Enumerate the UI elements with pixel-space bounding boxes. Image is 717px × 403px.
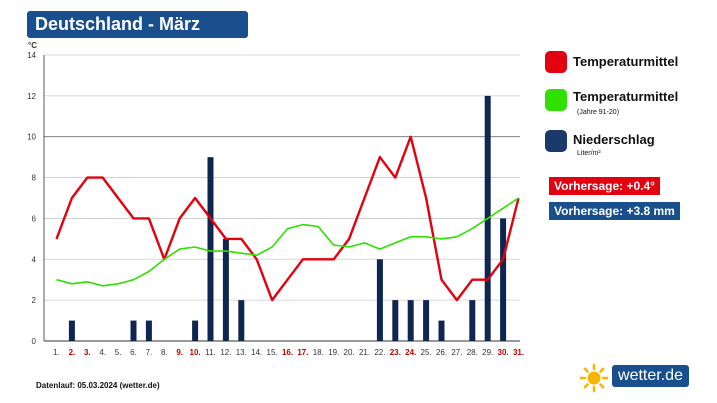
legend-label-temperature-avg: Temperaturmittel	[573, 89, 679, 104]
x-tick-label-21: 21.	[359, 348, 370, 357]
precipitation-bar-10	[192, 320, 199, 341]
y-tick-label-10: 10	[27, 133, 36, 142]
y-tick-label-2: 2	[32, 296, 37, 305]
x-tick-label-6: 6.	[130, 348, 137, 357]
data-run-footer: Datenlauf: 05.03.2024 (wetter.de)	[36, 381, 160, 390]
x-tick-label-30: 30.	[498, 348, 509, 357]
y-tick-label-12: 12	[27, 92, 36, 101]
precipitation-bar-7	[145, 320, 152, 341]
x-tick-label-12: 12.	[220, 348, 231, 357]
x-tick-label-16: 16.	[282, 348, 293, 357]
precipitation-bar-26	[438, 320, 445, 341]
x-tick-label-9: 9.	[176, 348, 183, 357]
precipitation-bar-28	[469, 300, 476, 341]
x-tick-label-29: 29.	[482, 348, 493, 357]
y-tick-label-4: 4	[32, 255, 37, 264]
legend-label-precipitation: Niederschlag	[573, 132, 655, 147]
x-tick-label-4: 4.	[99, 348, 106, 357]
forecast-precipitation-badge: Vorhersage: +3.8 mm	[549, 202, 680, 220]
x-tick-label-3: 3.	[84, 348, 91, 357]
y-tick-label-6: 6	[32, 214, 37, 223]
precipitation-bar-6	[130, 320, 137, 341]
legend-sub-temperature-avg: (Jahre 91-20)	[577, 109, 620, 116]
legend-swatch-precipitation	[545, 130, 567, 152]
precipitation-bar-24	[407, 300, 414, 341]
x-tick-label-19: 19.	[328, 348, 339, 357]
legend-swatch-temperature	[545, 51, 567, 73]
x-tick-label-26: 26.	[436, 348, 447, 357]
precipitation-bar-22	[376, 259, 383, 341]
x-tick-label-27: 27.	[451, 348, 462, 357]
x-tick-label-8: 8.	[161, 348, 168, 357]
precipitation-bar-30	[500, 218, 507, 341]
x-tick-label-24: 24.	[405, 348, 416, 357]
y-tick-label-8: 8	[32, 174, 37, 183]
x-tick-label-7: 7.	[146, 348, 153, 357]
precipitation-bar-25	[423, 300, 430, 341]
x-tick-label-11: 11.	[205, 348, 216, 357]
x-tick-label-13: 13.	[236, 348, 247, 357]
x-tick-label-25: 25.	[421, 348, 432, 357]
precipitation-bar-23	[392, 300, 399, 341]
x-tick-label-28: 28.	[467, 348, 478, 357]
y-tick-label-14: 14	[27, 51, 36, 60]
sun-icon	[579, 363, 609, 393]
x-tick-label-18: 18.	[313, 348, 324, 357]
legend-label-temperature: Temperaturmittel	[573, 54, 679, 69]
x-tick-label-10: 10.	[190, 348, 201, 357]
x-tick-label-20: 20.	[344, 348, 355, 357]
x-tick-label-15: 15.	[267, 348, 278, 357]
x-tick-label-2: 2.	[69, 348, 76, 357]
wetter-logo: wetter.de	[612, 365, 689, 387]
forecast-temperature-badge: Vorhersage: +0.4°	[549, 177, 660, 195]
x-tick-label-17: 17.	[297, 348, 308, 357]
temperature-line	[55, 135, 520, 302]
x-tick-label-22: 22.	[374, 348, 385, 357]
x-tick-label-23: 23.	[390, 348, 401, 357]
precipitation-bar-13	[238, 300, 245, 341]
temperature-average-line	[56, 197, 519, 287]
x-tick-label-5: 5.	[115, 348, 122, 357]
legend-swatch-temperature-avg	[545, 89, 567, 111]
precipitation-bar-2	[68, 320, 75, 341]
legend-sub-precipitation: Liter/m²	[577, 150, 601, 157]
x-tick-label-1: 1.	[53, 348, 60, 357]
x-tick-label-14: 14.	[251, 348, 262, 357]
precipitation-bar-11	[207, 157, 214, 341]
y-tick-label-0: 0	[32, 337, 37, 346]
y-axis-unit-label: °C	[28, 41, 37, 50]
chart-title: Deutschland - März	[27, 11, 248, 38]
precipitation-bar-12	[222, 238, 229, 341]
x-tick-label-31: 31.	[513, 348, 524, 357]
